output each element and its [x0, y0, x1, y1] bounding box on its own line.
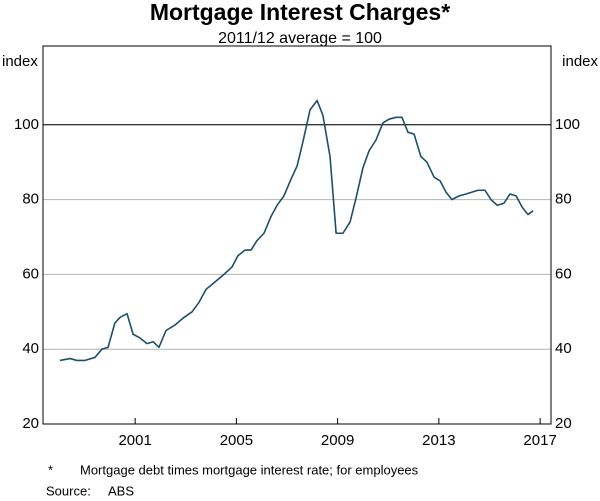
note-text: Mortgage debt times mortgage interest ra…	[80, 462, 419, 477]
source-label: Source:	[46, 483, 91, 498]
note-marker: *	[48, 462, 53, 477]
y-tick-label: 100	[14, 116, 39, 133]
x-tick-label: 2013	[422, 432, 455, 449]
x-tick-label: 2017	[523, 432, 556, 449]
y-tick-label: 60	[22, 265, 39, 282]
y2-tick-label: 20	[555, 415, 572, 432]
x-tick-label: 2009	[321, 432, 354, 449]
y-tick-label: 80	[22, 191, 39, 208]
source: ABS	[108, 483, 134, 498]
x-tick-label: 2005	[220, 432, 253, 449]
y-tick-label: 40	[22, 340, 39, 357]
y2-axis-label: index	[562, 53, 598, 70]
y2-tick-label: 80	[555, 191, 572, 208]
y2-tick-label: 40	[555, 340, 572, 357]
y-tick-label: 20	[22, 415, 39, 432]
y2-tick-label: 60	[555, 265, 572, 282]
chart-title: Mortgage Interest Charges*	[150, 0, 450, 25]
y2-tick-label: 100	[555, 116, 580, 133]
y-axis-label: index	[2, 53, 38, 70]
chart-subtitle: 2011/12 average = 100	[218, 30, 382, 47]
plot-frame	[42, 45, 552, 425]
x-tick-label: 2001	[118, 432, 151, 449]
data-line	[59, 99, 534, 362]
